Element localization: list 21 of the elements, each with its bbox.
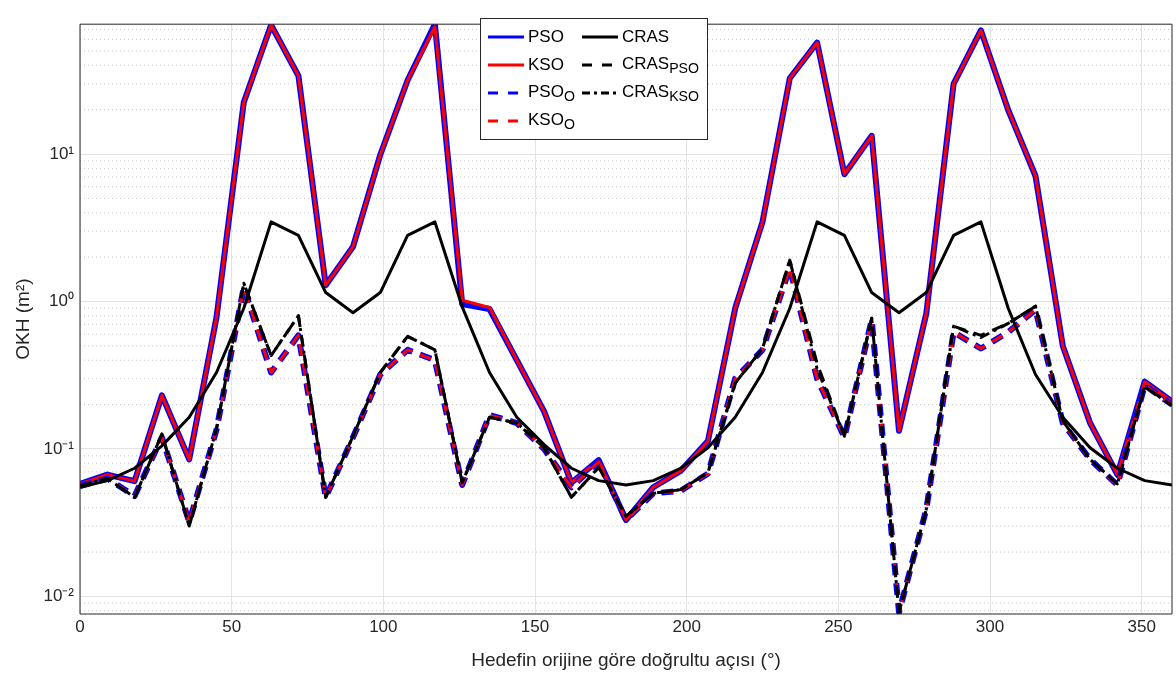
x-tick-label: 150 <box>520 616 550 636</box>
x-tick-label: 50 <box>222 616 242 636</box>
legend-label: KSO <box>528 55 564 75</box>
x-axis-title: Hedefin orijine göre doğrultu açısı (°) <box>471 648 781 670</box>
x-tick-label: 0 <box>75 616 85 636</box>
y-axis-title: OKH (m²) <box>11 278 33 360</box>
y-tick-label: 10⁰ <box>49 291 74 311</box>
y-tick-label: 10⁻² <box>43 586 75 606</box>
x-tick-label: 250 <box>824 616 853 636</box>
legend-label: PSO <box>528 27 564 47</box>
legend-label: CRAS$_{PSO}$ <box>621 53 700 77</box>
legend-label: PSO$_{O}$ <box>528 81 575 105</box>
legend-label: KSO$_{O}$ <box>528 109 575 133</box>
y-tick-label: 10¹ <box>49 143 75 163</box>
legend-label: CRAS <box>621 27 670 47</box>
x-tick-label: 100 <box>369 616 398 636</box>
legend-label: CRAS$_{KSO}$ <box>621 81 700 105</box>
y-tick-label: 10⁻¹ <box>43 438 75 458</box>
x-tick-label: 200 <box>672 616 701 636</box>
x-tick-label: 300 <box>975 616 1005 636</box>
x-tick-label: 350 <box>1127 616 1156 636</box>
